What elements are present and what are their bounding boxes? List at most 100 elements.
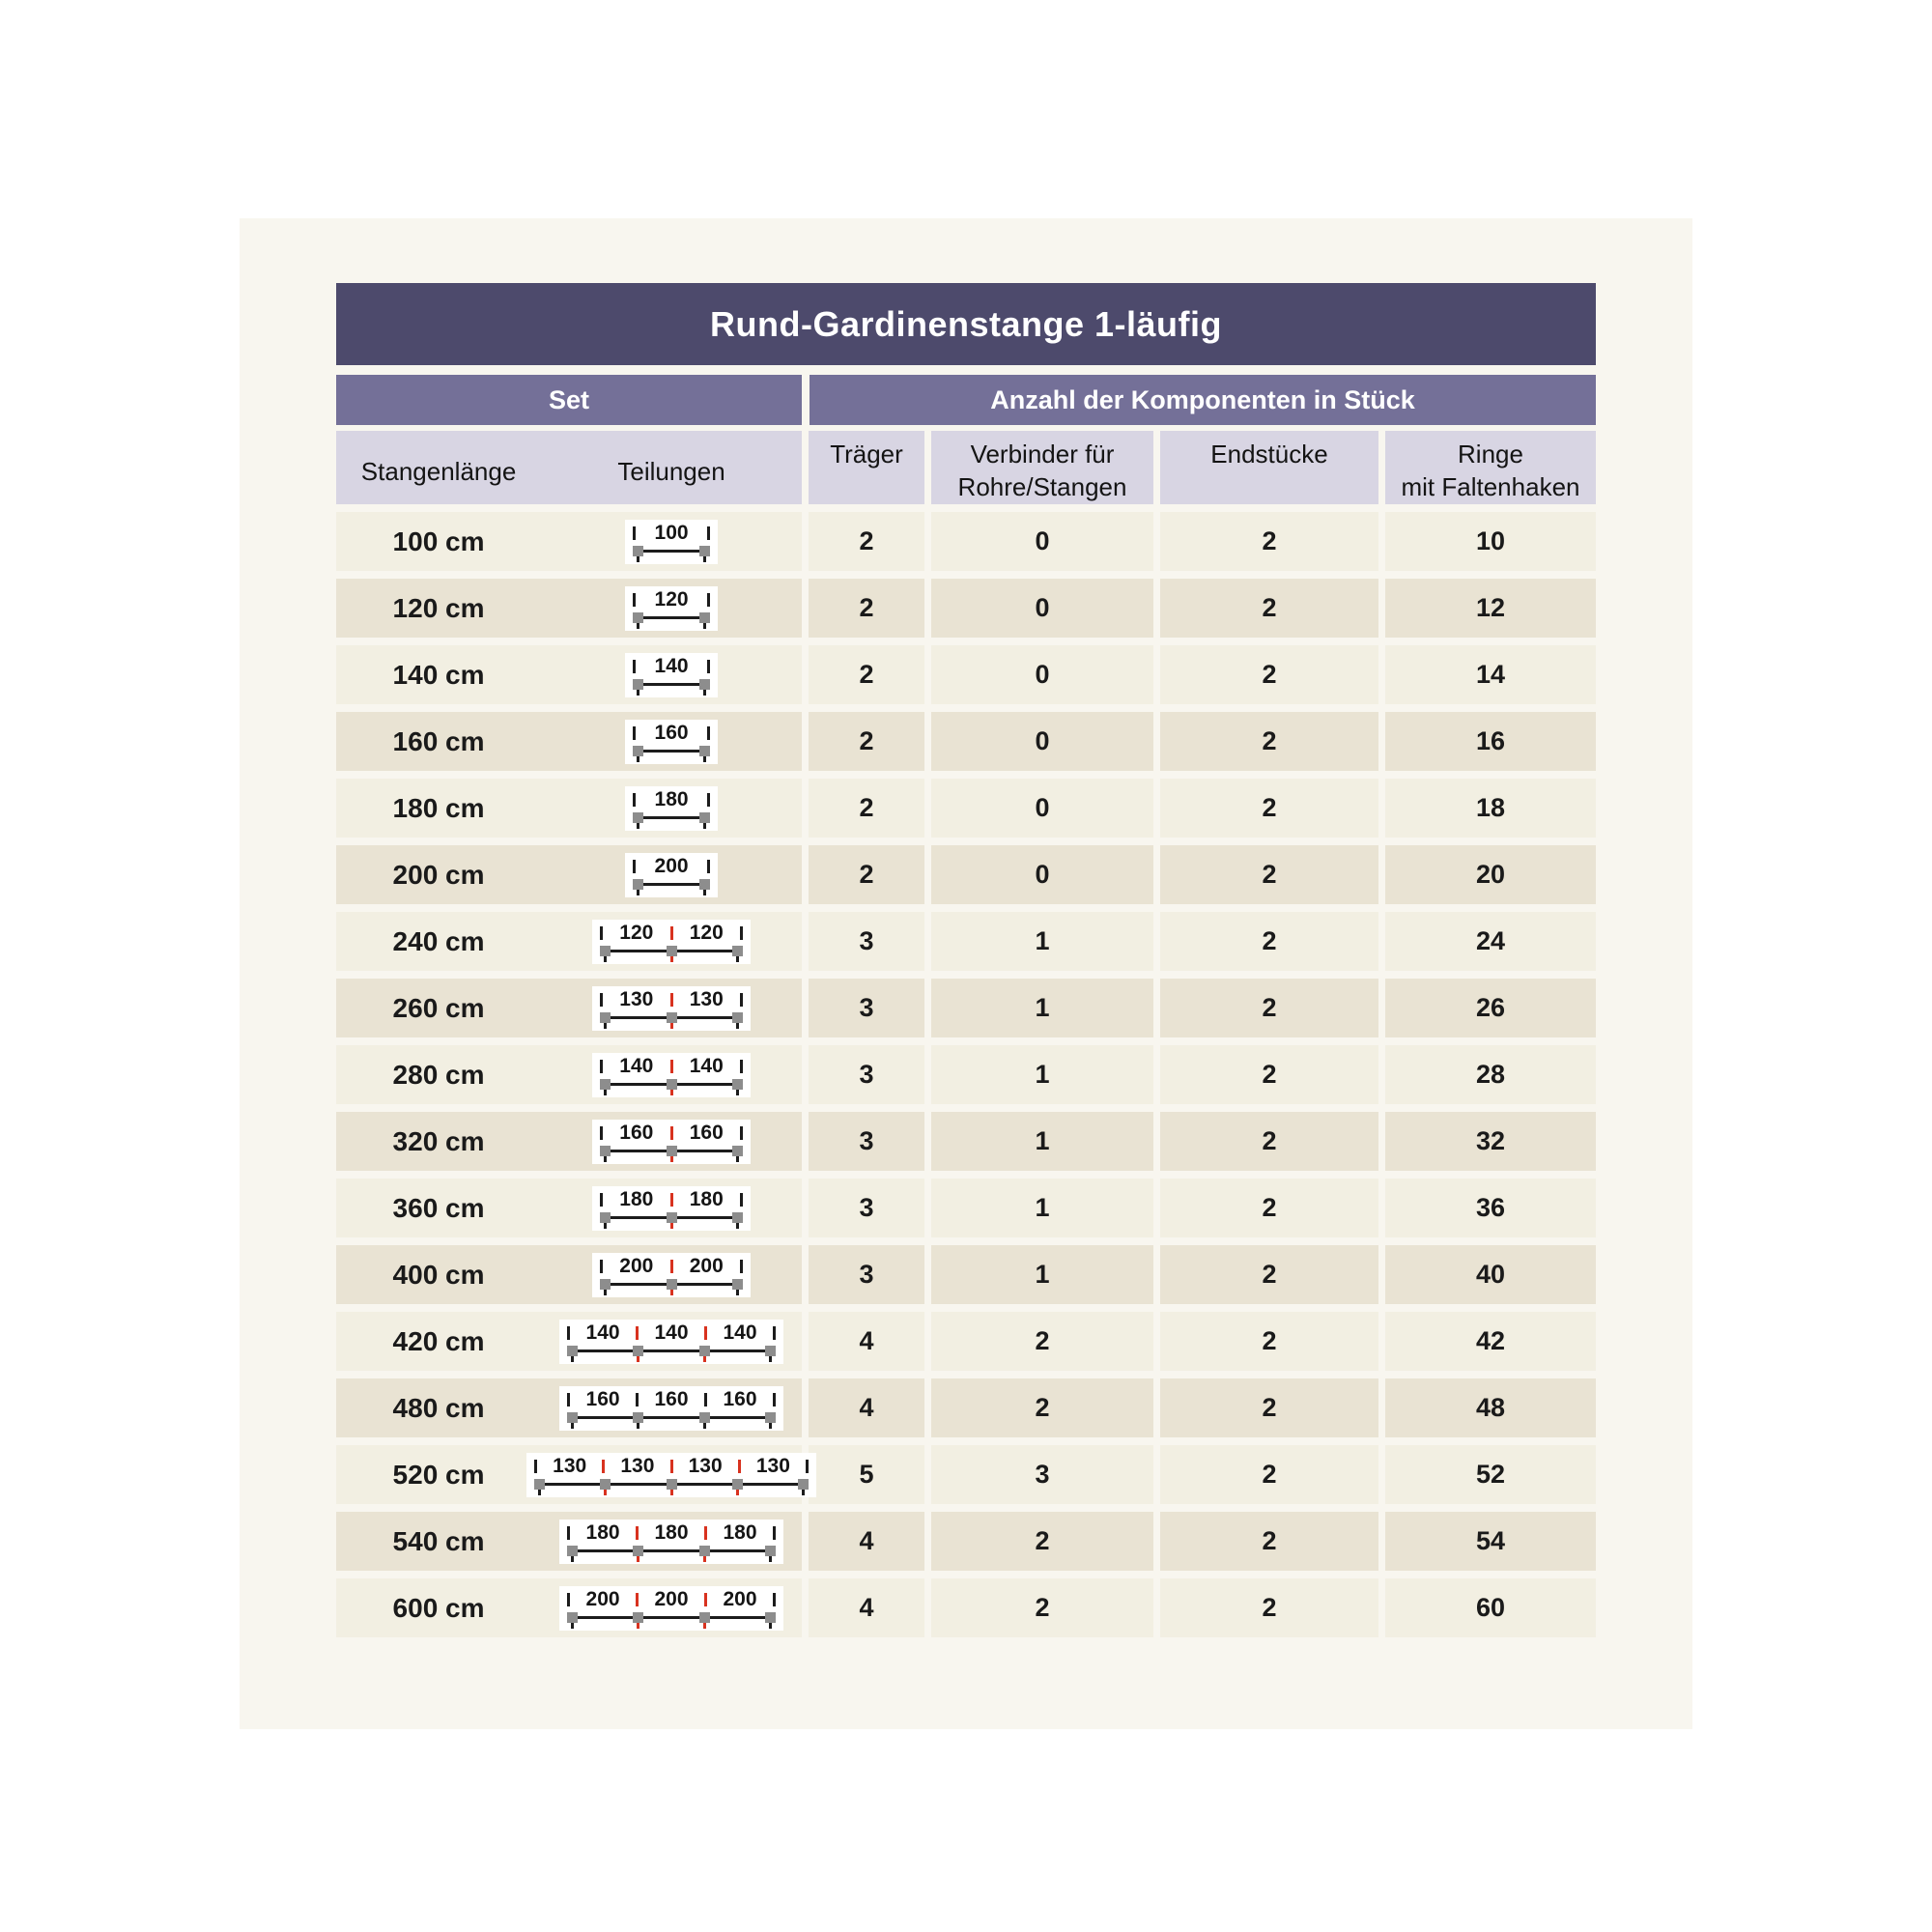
segment-length-label: 140 — [654, 1321, 689, 1344]
bracket-square-icon — [732, 1011, 744, 1029]
col-header-stangenlaenge: Stangenlänge — [360, 456, 517, 486]
rod-brackets — [600, 945, 744, 962]
bracket-square-icon — [732, 1078, 744, 1095]
endstuecke-count: 2 — [1160, 1112, 1378, 1171]
end-tick-icon — [600, 1125, 604, 1140]
teilungen-cell: 160 160 160 — [541, 1378, 802, 1437]
rod-division-diagram: 200 200 200 — [559, 1585, 784, 1631]
table-title: Rund-Gardinenstange 1-läufig — [336, 283, 1596, 365]
ringe-count: 42 — [1385, 1312, 1596, 1371]
verbinder-count: 1 — [931, 1179, 1153, 1237]
bracket-square-icon — [567, 1611, 579, 1629]
rod-brackets — [600, 1145, 744, 1162]
end-tick-icon — [740, 1059, 744, 1073]
ringe-count: 26 — [1385, 979, 1596, 1037]
joint-tick-icon — [636, 1592, 639, 1606]
diagram-rod-row — [633, 811, 711, 829]
diagram-rod-row — [633, 611, 711, 629]
bracket-square-icon — [698, 1611, 710, 1629]
bracket-square-icon — [666, 1211, 677, 1229]
segment-length-label: 200 — [654, 1587, 689, 1610]
diagram-rod-row — [633, 745, 711, 762]
bracket-square-icon — [698, 1345, 710, 1362]
segment-length-label: 180 — [654, 1520, 689, 1544]
rod-length-value: 120 cm — [392, 592, 485, 623]
endstuecke-count: 2 — [1160, 579, 1378, 638]
endstuecke-count: 2 — [1160, 1512, 1378, 1571]
diagram-dimension-row: 160 160 160 — [567, 1388, 776, 1411]
verbinder-count: 0 — [931, 512, 1153, 571]
bracket-square-icon — [633, 1545, 644, 1562]
table-row: 200 cm 200 2 0 2 20 — [336, 845, 1596, 904]
rod-line — [634, 815, 710, 819]
end-tick-icon — [707, 859, 711, 873]
rod-brackets — [633, 811, 711, 829]
segment-length-label: 160 — [619, 1121, 654, 1144]
endstuecke-count: 2 — [1160, 512, 1378, 571]
rod-length-value: 160 cm — [392, 725, 485, 756]
end-tick-icon — [773, 1525, 776, 1540]
ringe-count: 14 — [1385, 645, 1596, 704]
set-cell: 180 cm 180 — [336, 779, 802, 838]
col-header-set-group: Stangenlänge Teilungen — [336, 431, 802, 504]
endstuecke-count: 2 — [1160, 912, 1378, 971]
teilungen-cell: 130 130 — [541, 979, 802, 1037]
traeger-count: 4 — [809, 1312, 924, 1371]
end-tick-icon — [740, 1192, 744, 1207]
diagram-dimension-row: 200 — [633, 854, 711, 878]
endstuecke-count: 2 — [1160, 1378, 1378, 1437]
teilungen-cell: 200 — [541, 845, 802, 904]
segment-length-label: 200 — [654, 854, 689, 877]
bracket-square-icon — [699, 878, 711, 895]
verbinder-count: 0 — [931, 579, 1153, 638]
diagram-dimension-row: 130 130 — [600, 987, 744, 1011]
rod-line — [568, 1548, 776, 1552]
verbinder-count: 1 — [931, 1245, 1153, 1304]
rod-line — [634, 749, 710, 753]
bracket-square-icon — [633, 811, 644, 829]
end-tick-icon — [567, 1592, 571, 1606]
segment-length-label: 130 — [689, 987, 724, 1010]
bracket-square-icon — [600, 1278, 611, 1295]
rod-division-diagram: 180 180 — [592, 1185, 752, 1231]
joint-tick-icon — [602, 1459, 606, 1473]
rod-line — [568, 1349, 776, 1352]
diagram-dimension-row: 120 — [633, 588, 711, 611]
verbinder-count: 1 — [931, 1112, 1153, 1171]
end-tick-icon — [707, 526, 711, 540]
end-tick-icon — [636, 1392, 639, 1406]
section-header-row: Set Anzahl der Komponenten in Stück — [336, 375, 1596, 425]
traeger-count: 2 — [809, 779, 924, 838]
end-tick-icon — [633, 526, 637, 540]
rod-brackets — [633, 611, 711, 629]
end-tick-icon — [773, 1325, 776, 1340]
set-cell: 420 cm 140 140 140 — [336, 1312, 802, 1371]
teilungen-cell: 160 160 — [541, 1112, 802, 1171]
segment-length-label: 200 — [689, 1254, 724, 1277]
bracket-square-icon — [765, 1345, 777, 1362]
rod-length-value: 540 cm — [392, 1525, 485, 1556]
segment-length-label: 140 — [689, 1054, 724, 1077]
teilungen-cell: 100 — [541, 512, 802, 571]
rod-division-diagram: 120 120 — [592, 919, 752, 964]
col-header-traeger: Träger — [809, 431, 924, 504]
joint-tick-icon — [704, 1592, 708, 1606]
curtain-rod-component-table: Rund-Gardinenstange 1-läufig Set Anzahl … — [336, 283, 1596, 1637]
col-header-teilungen: Teilungen — [617, 456, 725, 486]
rod-brackets — [633, 678, 711, 696]
table-row: 400 cm 200 200 3 1 2 40 — [336, 1245, 1596, 1304]
traeger-count: 3 — [809, 979, 924, 1037]
ringe-count: 54 — [1385, 1512, 1596, 1571]
endstuecke-count: 2 — [1160, 1312, 1378, 1371]
set-cell: 200 cm 200 — [336, 845, 802, 904]
table-row: 280 cm 140 140 3 1 2 28 — [336, 1045, 1596, 1104]
rod-length-value: 200 cm — [392, 859, 485, 890]
diagram-dimension-row: 180 180 — [600, 1188, 744, 1211]
rod-division-diagram: 120 — [625, 585, 719, 631]
bracket-square-icon — [600, 945, 611, 962]
teilungen-cell: 140 — [541, 645, 802, 704]
rod-length-value: 400 cm — [392, 1259, 485, 1290]
segment-length-label: 140 — [723, 1321, 757, 1344]
rod-brackets — [567, 1545, 777, 1562]
ringe-count: 12 — [1385, 579, 1596, 638]
